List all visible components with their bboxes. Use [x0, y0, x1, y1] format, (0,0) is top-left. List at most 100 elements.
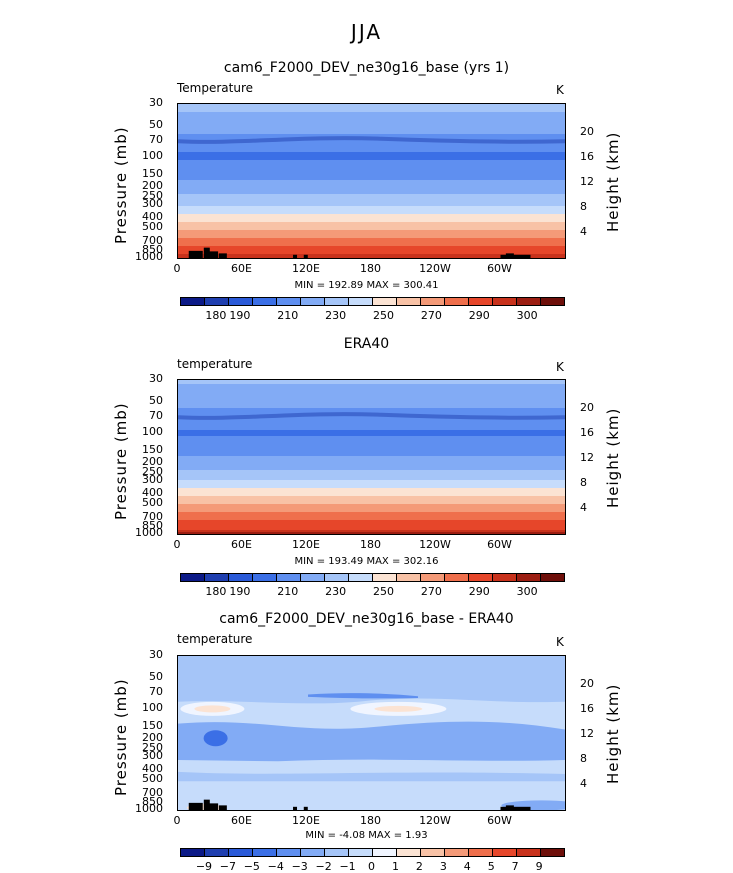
- contour-band: [178, 166, 565, 169]
- colorbar-swatch: [469, 574, 493, 581]
- contour-band: [194, 705, 231, 713]
- panel-3-y-axis-title: Pressure (mb): [112, 678, 130, 796]
- contour-band: [178, 438, 565, 441]
- colorbar-tick-label: −4: [267, 860, 284, 873]
- colorbar-tick-label: 290: [468, 585, 490, 598]
- colorbar-swatch: [445, 574, 469, 581]
- colorbar-tick-label: 300: [516, 585, 538, 598]
- contour-band: [178, 224, 565, 227]
- contour-band: [178, 510, 565, 513]
- height-tick-label: 16: [580, 425, 594, 439]
- colorbar-swatch: [181, 574, 205, 581]
- contour-band: [178, 254, 565, 257]
- colorbar-swatch: [493, 574, 517, 581]
- contour-band: [178, 236, 565, 239]
- contour-band: [178, 168, 565, 171]
- pressure-tick-label: 1000: [135, 526, 163, 539]
- colorbar-tick-label: −3: [291, 860, 308, 873]
- pressure-tick-label: 250: [142, 189, 163, 203]
- colorbar-swatch: [205, 574, 229, 581]
- longitude-tick-label: 60W: [487, 262, 512, 275]
- contour-band: [178, 402, 565, 405]
- contour-band: [178, 126, 565, 129]
- colorbar-tick-label: 290: [468, 309, 490, 322]
- colorbar-swatch: [469, 849, 493, 856]
- contour-band: [178, 246, 565, 249]
- colorbar-tick-label: 300: [516, 309, 538, 322]
- topography-block: [293, 806, 298, 810]
- contour-band: [178, 170, 565, 173]
- colorbar-swatch: [229, 574, 253, 581]
- contour-band: [178, 250, 565, 253]
- contour-band: [178, 422, 565, 425]
- contour-band: [178, 771, 565, 782]
- colorbar-tick-label: −9: [195, 860, 213, 873]
- panel-3-plot-area: [177, 655, 566, 811]
- contour-band: [178, 384, 565, 387]
- colorbar-tick-label: −2: [315, 860, 332, 873]
- height-tick-label: 16: [580, 701, 594, 715]
- contour-band: [308, 693, 418, 699]
- contour-band: [178, 116, 565, 119]
- height-tick-label: 16: [580, 149, 594, 163]
- pressure-tick-label: 400: [142, 209, 163, 223]
- colorbar-tick-label: 5: [487, 860, 495, 873]
- panel-2-field-label: temperature: [177, 357, 253, 371]
- pressure-tick-label: 200: [142, 731, 163, 745]
- panel-1-y-right-axis-title: Height (km): [604, 131, 622, 232]
- contour-band: [178, 508, 565, 511]
- contour-band: [178, 476, 565, 479]
- colorbar-tick-label: 4: [463, 860, 471, 873]
- colorbar-swatch: [277, 849, 301, 856]
- panel-1-minmax: MIN = 192.89 MAX = 300.41: [294, 280, 439, 291]
- pressure-tick-label: 700: [142, 510, 163, 524]
- contour-band: [178, 152, 565, 155]
- height-tick-label: 4: [580, 500, 587, 514]
- contour-band: [178, 486, 565, 489]
- pressure-tick-label: 250: [142, 465, 163, 479]
- contour-band: [178, 454, 565, 457]
- colorbar-swatch: [205, 298, 229, 305]
- longitude-tick-label: 120W: [419, 262, 451, 275]
- contour-band: [178, 428, 565, 431]
- colorbar-tick-label: 190: [229, 309, 251, 322]
- contour-band: [178, 464, 565, 467]
- contour-band: [178, 182, 565, 185]
- contour-band: [178, 202, 565, 205]
- contour-band: [178, 220, 565, 223]
- pressure-tick-label: 70: [149, 133, 163, 147]
- contour-band: [178, 206, 565, 209]
- panel-1-contour: [178, 104, 565, 258]
- longitude-tick-label: 120W: [419, 538, 451, 551]
- panel-3-title: cam6_F2000_DEV_ne30g16_base - ERA40: [219, 611, 514, 627]
- pressure-tick-label: 50: [149, 394, 163, 408]
- contour-band: [178, 456, 565, 459]
- contour-band: [178, 382, 565, 385]
- contour-band: [178, 200, 565, 203]
- longitude-tick-label: 60W: [487, 814, 512, 827]
- longitude-tick-label: 180: [360, 538, 381, 551]
- pressure-tick-label: 100: [142, 148, 163, 162]
- contour-band: [178, 442, 565, 445]
- contour-band: [178, 392, 565, 395]
- colorbar-tick-label: 230: [325, 585, 347, 598]
- colorbar-tick-label: 9: [535, 860, 543, 873]
- contour-band: [178, 386, 565, 389]
- contour-band: [178, 512, 565, 515]
- contour-band: [178, 496, 565, 499]
- contour-band: [178, 500, 565, 503]
- contour-band: [178, 160, 565, 163]
- contour-band: [178, 394, 565, 397]
- colorbar-tick-label: 1: [391, 860, 399, 873]
- pressure-tick-label: 150: [142, 718, 163, 732]
- topography-block: [203, 247, 210, 258]
- panel-1-unit-label: K: [556, 83, 564, 97]
- contour-band: [178, 248, 565, 251]
- colorbar-swatch: [373, 298, 397, 305]
- contour-band: [178, 468, 565, 471]
- colorbar-swatch: [301, 849, 325, 856]
- contour-band: [178, 146, 565, 149]
- contour-band: [178, 114, 565, 117]
- contour-band: [178, 148, 565, 151]
- contour-band: [178, 488, 565, 491]
